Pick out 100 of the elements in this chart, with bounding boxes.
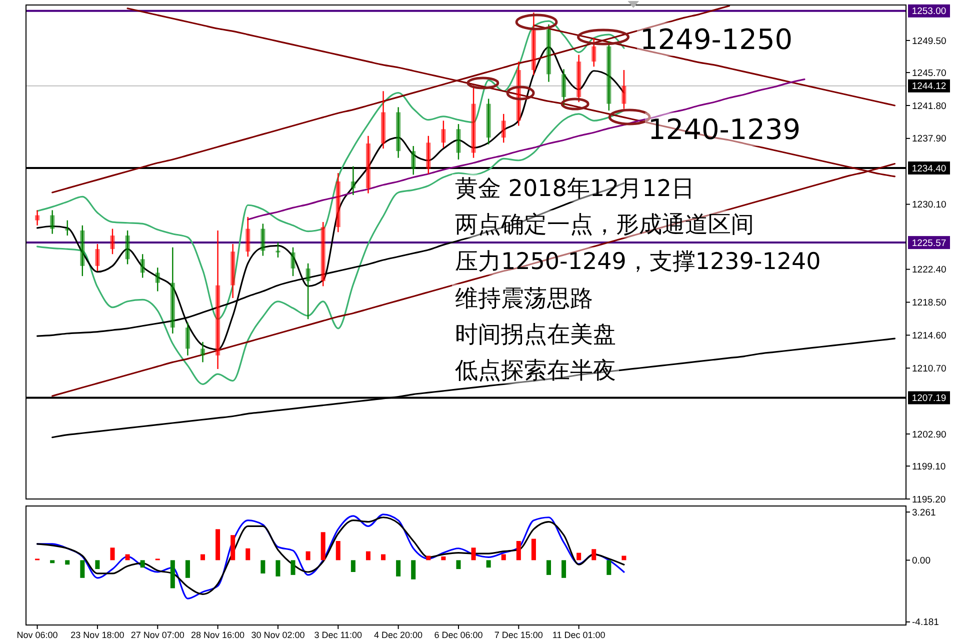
candlestick [216,230,220,370]
y-tick-label: 1214.60 [912,330,946,342]
bar [396,560,401,576]
candlestick [95,243,100,272]
candlestick [320,221,326,287]
candlestick [155,267,160,292]
candlestick [170,246,175,334]
x-tick-label: 27 Nov 07:00 [130,630,184,640]
bar [441,556,446,560]
candlestick [546,24,551,82]
candlestick [246,216,250,258]
candlestick [336,172,340,233]
bar [125,554,130,560]
candlestick [80,224,85,277]
x-tick-label: 6 Dec 06:00 [434,630,483,640]
candlestick [306,262,310,320]
candlestick [65,220,70,236]
x-tick-label: 23 Nov 18:00 [70,630,124,640]
candlestick [185,322,190,356]
bar [260,560,266,574]
bar [606,560,612,575]
candlestick [471,84,476,158]
bar [592,549,596,560]
candlestick [290,246,296,277]
bar [562,560,566,578]
y-tick-label: 1199.10 [912,461,946,472]
bar [95,560,100,570]
annotation: 低点探索在半夜 [455,358,616,384]
y-tick-label: 1195.20 [912,494,946,506]
bar [336,540,340,560]
bar [216,529,220,560]
y-tick-label: 1237.90 [912,134,946,145]
bar [65,560,70,565]
bar [320,532,326,560]
candlestick [110,228,115,255]
candlestick [125,230,130,265]
ref-line-label: 1253.00 [912,6,946,18]
candlestick [501,113,506,144]
candlestick [592,37,596,68]
y-tick-label: 1241.80 [912,100,946,112]
annotation: 压力1250-1249，支撑1239-1240 [455,249,821,275]
bar [471,548,476,560]
candlestick [531,12,536,76]
annotation: 维持震荡思路 [455,286,593,312]
bar [185,560,190,578]
ref-line-label: 1225.57 [912,238,946,249]
annotation: 1240-1239 [648,113,801,146]
candlestick [396,106,401,158]
bar [200,554,206,560]
bar [50,560,55,564]
x-tick-label: 11 Dec 01:00 [552,630,606,640]
candlestick [260,223,266,256]
bar [381,554,386,560]
annotation: 1249-1250 [640,23,793,56]
ref-line-label: 1207.19 [912,393,946,404]
candlestick [456,123,461,160]
candlestick [486,98,491,145]
candlestick [426,135,431,174]
bar [110,548,115,560]
bar [411,560,416,580]
candlestick [276,242,280,258]
candlestick [140,254,145,278]
bar [486,560,491,568]
bar [140,560,145,568]
annotation: 时间拐点在美盘 [455,322,616,348]
bar [290,560,296,575]
y-tick-label: 3.261 [912,507,936,518]
bar [230,535,236,560]
bar [456,560,461,570]
y-tick-label: -4.181 [912,617,939,628]
candlestick [576,54,582,103]
candlestick [50,210,55,234]
y-tick-label: 1210.70 [912,363,946,374]
y-tick-label: 1249.50 [912,36,946,47]
candlestick [200,341,206,363]
ref-line-label: 1244.12 [912,81,946,92]
candlestick [366,135,370,194]
candlestick [606,40,612,112]
candlestick [562,68,566,106]
bar [276,560,280,576]
candlestick [622,69,626,110]
bar [501,554,506,560]
bar [350,560,356,572]
candlestick [381,90,386,150]
y-tick-label: 0.00 [912,556,930,567]
bar [531,538,536,560]
y-tick-label: 1222.40 [912,264,946,276]
bar [306,551,310,560]
annotation: 两点确定一点，形成通道区间 [455,212,754,238]
y-tick-label: 1230.10 [912,200,946,211]
bar [366,551,370,560]
bar [170,560,175,588]
candlestick [516,60,521,126]
candlestick [411,145,416,176]
candlestick [35,210,40,226]
x-tick-label: 4 Dec 20:00 [374,630,423,640]
x-tick-label: 28 Nov 16:00 [191,630,245,640]
bar [622,556,626,560]
x-tick-label: Nov 06:00 [16,630,58,640]
ref-line-label: 1234.40 [912,163,946,174]
